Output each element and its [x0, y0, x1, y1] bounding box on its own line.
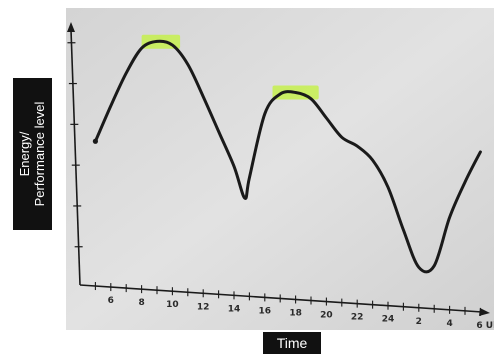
y-ticks-layer	[67, 42, 83, 248]
x-tick-label: 22	[351, 313, 364, 323]
x-tick-label: 8	[138, 298, 144, 308]
x-axis	[79, 284, 483, 313]
x-ticks-layer	[94, 282, 481, 316]
x-tick-label: 18	[289, 308, 302, 318]
x-axis-label: Time	[263, 332, 321, 354]
axes-layer	[67, 22, 490, 316]
x-axis-arrow	[479, 308, 490, 316]
x-tick-label: 6 Uhr	[476, 321, 494, 331]
x-tick-label: 20	[320, 311, 333, 321]
x-tick-label: 12	[197, 302, 210, 312]
paper-background	[66, 8, 494, 330]
y-axis-label-box	[13, 78, 52, 230]
y-axis-label: Energy/ Performance level	[17, 101, 47, 207]
y-axis	[70, 29, 81, 286]
energy-curve	[93, 39, 482, 274]
curve-start-dot	[92, 138, 98, 144]
x-tick-label: 6	[108, 296, 114, 306]
x-tick-label: 4	[446, 319, 452, 329]
x-tick-label: 10	[166, 300, 179, 310]
y-axis-arrow	[67, 22, 75, 32]
x-tick-label: 16	[259, 306, 272, 316]
x-tick-label: 2	[416, 317, 422, 327]
x-tick-label: 14	[228, 304, 241, 314]
x-tick-label: 24	[382, 315, 395, 325]
